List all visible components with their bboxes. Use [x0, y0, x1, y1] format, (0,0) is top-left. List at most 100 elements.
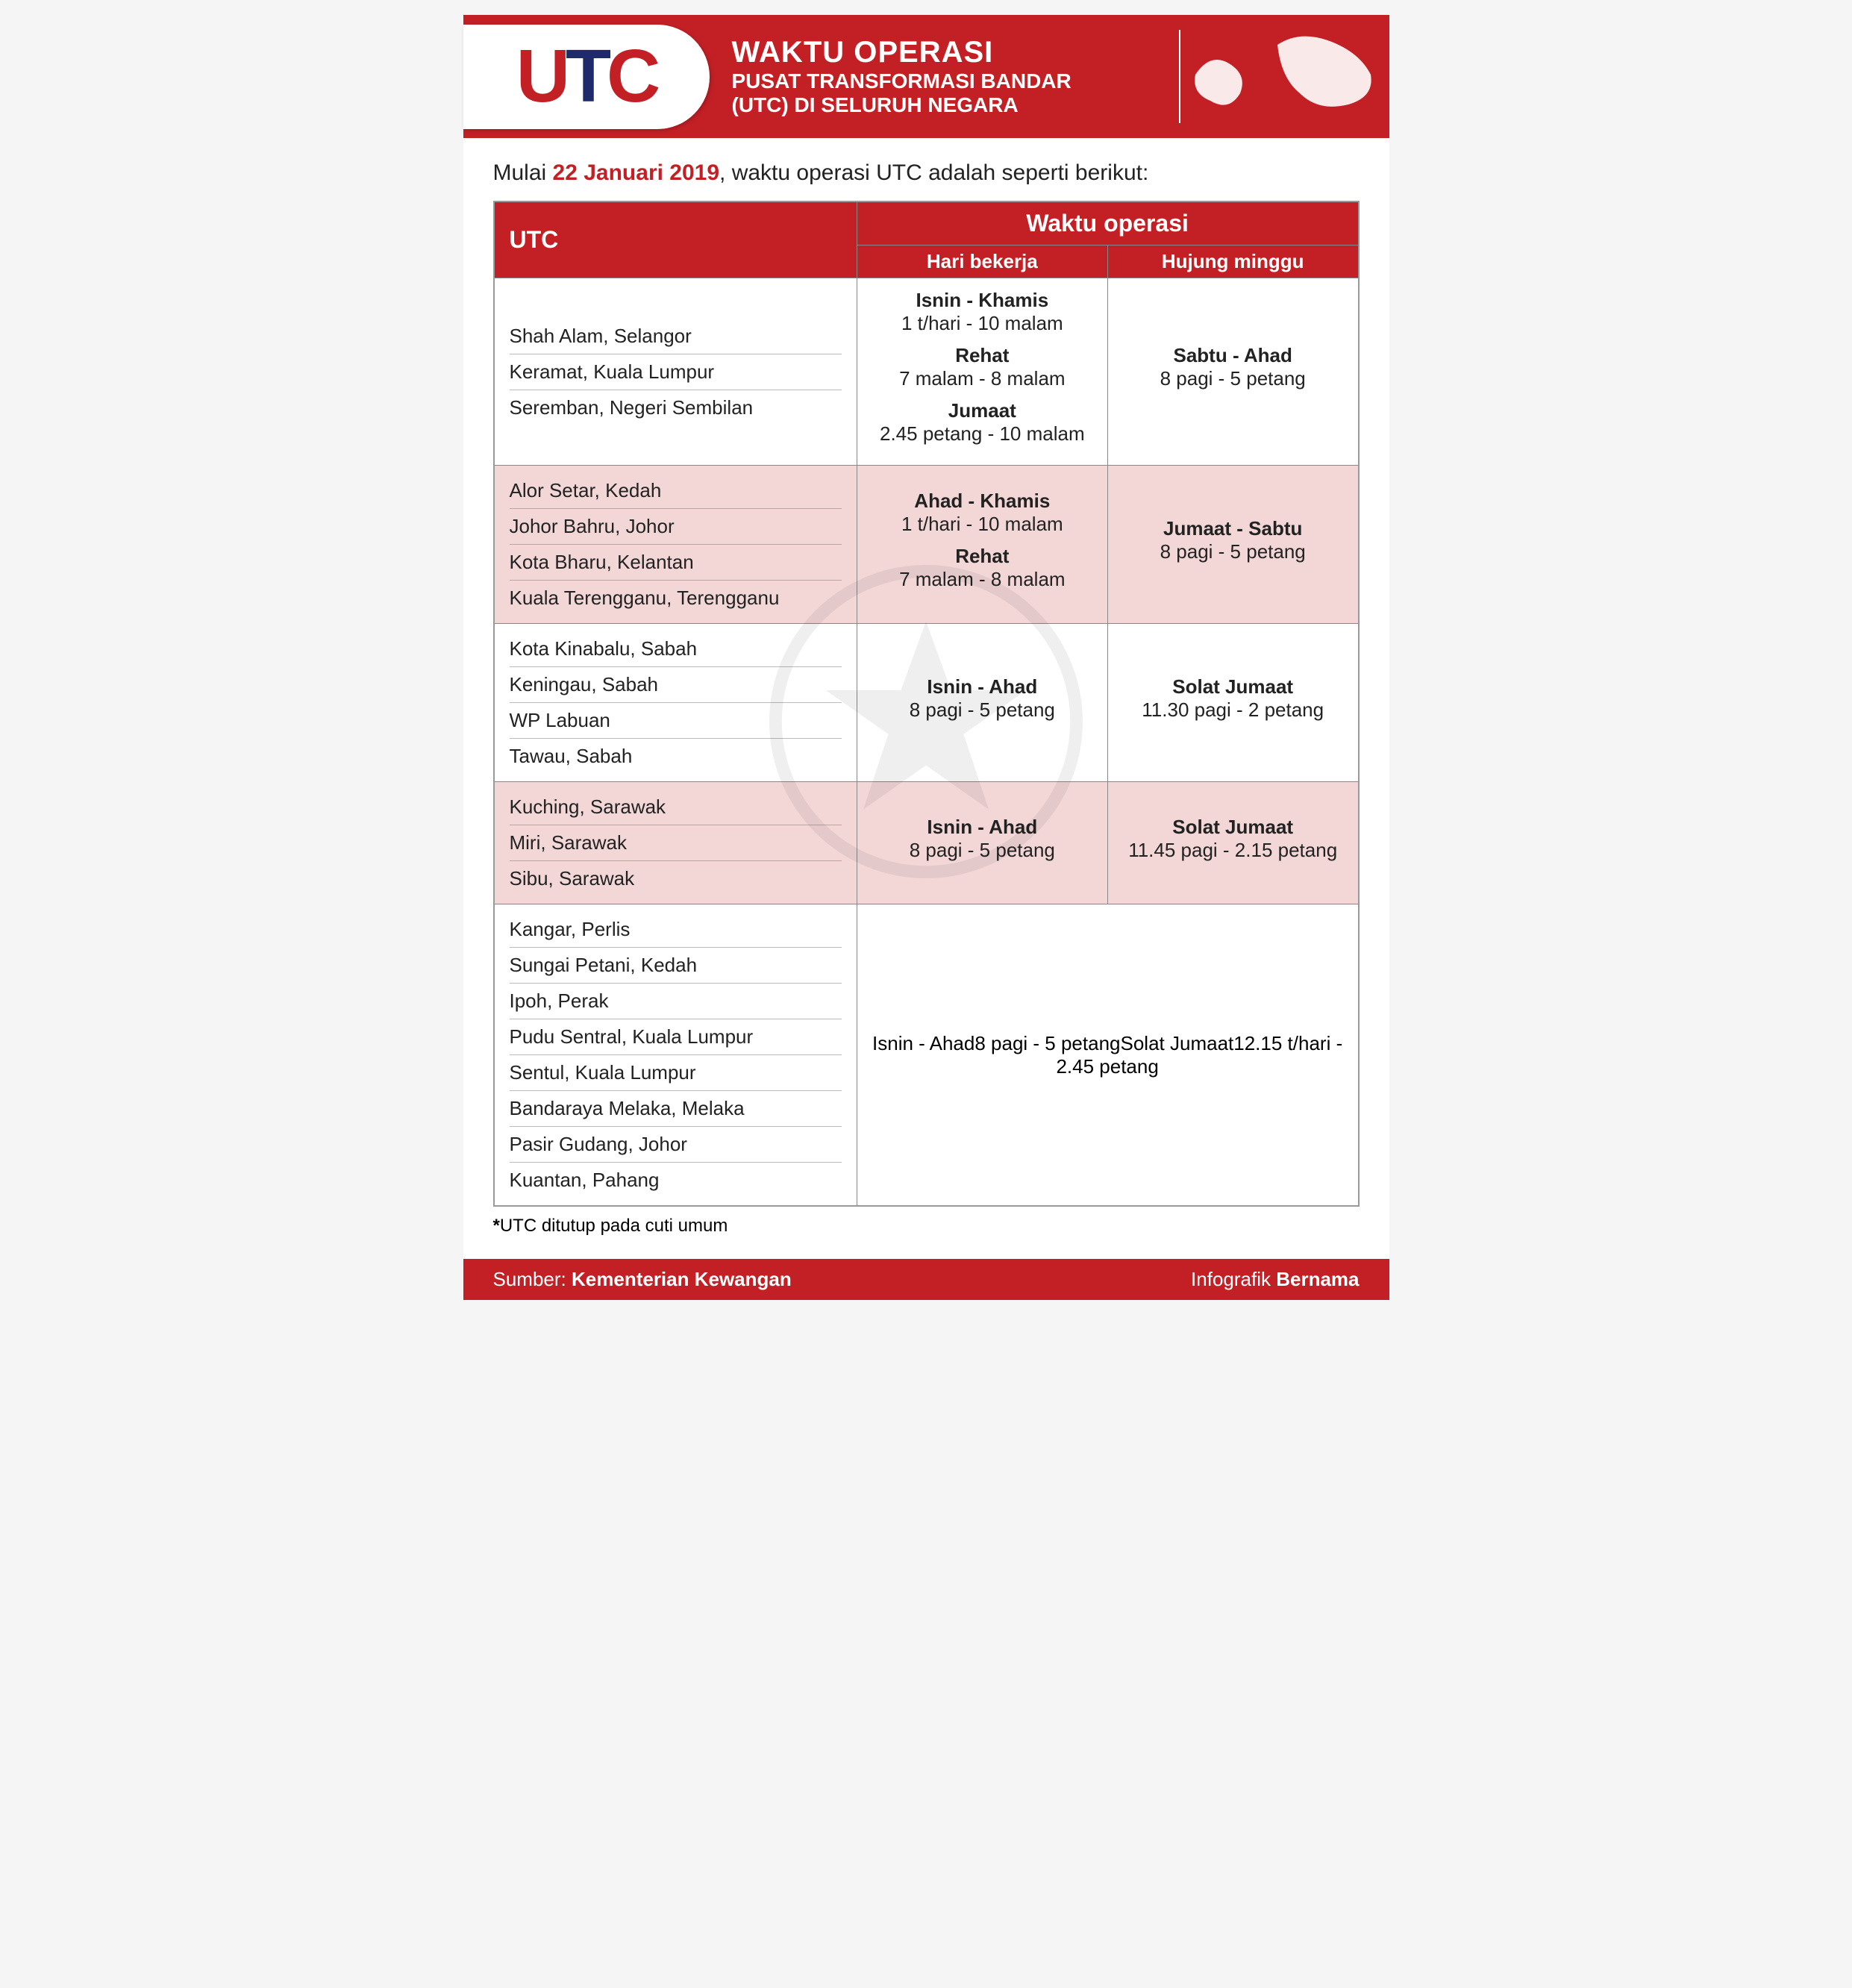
workday-cell: Isnin - Ahad8 pagi - 5 petang	[857, 624, 1107, 782]
hours-heading: Isnin - Khamis	[865, 289, 1100, 312]
workday-cell: Ahad - Khamis1 t/hari - 10 malamRehat7 m…	[857, 466, 1107, 624]
location-item: Sibu, Sarawak	[510, 861, 842, 896]
weekend-cell: Solat Jumaat11.45 pagi - 2.15 petang	[1107, 782, 1358, 904]
location-item: Kuala Terengganu, Terengganu	[510, 581, 842, 616]
hours-heading: Solat Jumaat	[1116, 675, 1351, 698]
hours-detail: 8 pagi - 5 petang	[975, 1032, 1120, 1054]
location-item: Kangar, Perlis	[510, 912, 842, 948]
location-item: Pudu Sentral, Kuala Lumpur	[510, 1019, 842, 1055]
header-bar: U T C WAKTU OPERASI PUSAT TRANSFORMASI B…	[463, 15, 1389, 138]
header-sub2: (UTC) DI SELURUH NEGARA	[732, 93, 1072, 117]
hours-detail: 1 t/hari - 10 malam	[865, 513, 1100, 536]
logo-letter-u: U	[516, 34, 566, 119]
header-title: WAKTU OPERASI	[732, 36, 1072, 69]
logo-container: U T C	[463, 25, 710, 129]
location-item: Keramat, Kuala Lumpur	[510, 354, 842, 390]
location-item: Tawau, Sabah	[510, 739, 842, 774]
location-item: Sentul, Kuala Lumpur	[510, 1055, 842, 1091]
hours-heading: Rehat	[865, 545, 1100, 568]
locations-cell: Kota Kinabalu, SabahKeningau, SabahWP La…	[494, 624, 857, 782]
hours-detail: 11.30 pagi - 2 petang	[1116, 698, 1351, 722]
weekend-cell: Solat Jumaat11.30 pagi - 2 petang	[1107, 624, 1358, 782]
location-item: Johor Bahru, Johor	[510, 509, 842, 545]
hours-detail: 1 t/hari - 10 malam	[865, 312, 1100, 335]
hours-heading: Sabtu - Ahad	[1116, 344, 1351, 367]
table-row: Kota Kinabalu, SabahKeningau, SabahWP La…	[494, 624, 1359, 782]
hours-heading: Isnin - Ahad	[865, 675, 1100, 698]
merged-hours-cell: Isnin - Ahad8 pagi - 5 petangSolat Jumaa…	[857, 904, 1358, 1207]
location-item: Kuching, Sarawak	[510, 790, 842, 825]
hours-heading: Solat Jumaat	[1121, 1032, 1234, 1054]
table-row: Kuching, SarawakMiri, SarawakSibu, Saraw…	[494, 782, 1359, 904]
location-list: Kuching, SarawakMiri, SarawakSibu, Saraw…	[510, 790, 842, 896]
infographic-page: U T C WAKTU OPERASI PUSAT TRANSFORMASI B…	[463, 15, 1389, 1300]
location-item: Kuantan, Pahang	[510, 1163, 842, 1198]
intro-date: 22 Januari 2019	[553, 160, 720, 185]
footer-source-name: Kementerian Kewangan	[572, 1268, 792, 1290]
locations-cell: Kuching, SarawakMiri, SarawakSibu, Saraw…	[494, 782, 857, 904]
hours-detail: 8 pagi - 5 petang	[1116, 540, 1351, 563]
location-item: Alor Setar, Kedah	[510, 473, 842, 509]
th-utc: UTC	[494, 201, 857, 278]
table-row: Kangar, PerlisSungai Petani, KedahIpoh, …	[494, 904, 1359, 1207]
hours-heading: Ahad - Khamis	[865, 490, 1100, 513]
footer-bar: Sumber: Kementerian Kewangan Infografik …	[463, 1259, 1389, 1300]
intro-pre: Mulai	[493, 160, 553, 185]
location-list: Kota Kinabalu, SabahKeningau, SabahWP La…	[510, 631, 842, 774]
hours-heading: Rehat	[865, 344, 1100, 367]
location-item: Sungai Petani, Kedah	[510, 948, 842, 984]
table-row: Shah Alam, SelangorKeramat, Kuala Lumpur…	[494, 278, 1359, 466]
footnote-text: UTC ditutup pada cuti umum	[500, 1216, 728, 1236]
th-workday: Hari bekerja	[857, 246, 1107, 278]
location-item: Bandaraya Melaka, Melaka	[510, 1091, 842, 1127]
footer-info-name: Bernama	[1276, 1268, 1359, 1290]
workday-cell: Isnin - Ahad8 pagi - 5 petang	[857, 782, 1107, 904]
intro-line: Mulai 22 Januari 2019, waktu operasi UTC…	[463, 138, 1389, 201]
malaysia-map-icon	[1188, 22, 1382, 127]
locations-cell: Alor Setar, KedahJohor Bahru, JohorKota …	[494, 466, 857, 624]
th-operasi: Waktu operasi	[857, 201, 1358, 246]
location-list: Kangar, PerlisSungai Petani, KedahIpoh, …	[510, 912, 842, 1198]
hours-heading: Solat Jumaat	[1116, 816, 1351, 839]
hours-heading: Jumaat	[865, 399, 1100, 422]
location-item: Kota Kinabalu, Sabah	[510, 631, 842, 667]
logo-letter-c: C	[607, 34, 656, 119]
footnote-star: *	[493, 1216, 500, 1236]
locations-cell: Kangar, PerlisSungai Petani, KedahIpoh, …	[494, 904, 857, 1207]
hours-heading: Isnin - Ahad	[865, 816, 1100, 839]
hours-table: UTC Waktu operasi Hari bekerja Hujung mi…	[493, 201, 1360, 1207]
workday-cell: Isnin - Khamis1 t/hari - 10 malam Rehat7 …	[857, 278, 1107, 466]
location-item: Ipoh, Perak	[510, 984, 842, 1019]
header-text: WAKTU OPERASI PUSAT TRANSFORMASI BANDAR …	[732, 36, 1072, 117]
footer-source: Sumber: Kementerian Kewangan	[493, 1268, 792, 1291]
weekend-cell: Jumaat - Sabtu8 pagi - 5 petang	[1107, 466, 1358, 624]
location-list: Alor Setar, KedahJohor Bahru, JohorKota …	[510, 473, 842, 616]
footer-info-label: Infografik	[1191, 1268, 1276, 1290]
table-row: Alor Setar, KedahJohor Bahru, JohorKota …	[494, 466, 1359, 624]
hours-detail: 8 pagi - 5 petang	[1116, 367, 1351, 390]
location-item: Shah Alam, Selangor	[510, 319, 842, 354]
hours-detail: 8 pagi - 5 petang	[865, 839, 1100, 862]
footnote: *UTC ditutup pada cuti umum	[463, 1207, 1389, 1259]
hours-heading: Jumaat - Sabtu	[1116, 517, 1351, 540]
hours-detail: 2.45 petang - 10 malam	[865, 422, 1100, 446]
location-item: Pasir Gudang, Johor	[510, 1127, 842, 1163]
location-list: Shah Alam, SelangorKeramat, Kuala Lumpur…	[510, 319, 842, 425]
location-item: Kota Bharu, Kelantan	[510, 545, 842, 581]
hours-detail: 8 pagi - 5 petang	[865, 698, 1100, 722]
footer-source-label: Sumber:	[493, 1268, 572, 1290]
location-item: Seremban, Negeri Sembilan	[510, 390, 842, 425]
th-weekend: Hujung minggu	[1107, 246, 1358, 278]
hours-heading: Isnin - Ahad	[872, 1032, 975, 1054]
header-divider	[1179, 30, 1180, 123]
hours-detail: 7 malam - 8 malam	[865, 367, 1100, 390]
location-item: WP Labuan	[510, 703, 842, 739]
logo-letter-t: T	[566, 34, 607, 119]
location-item: Keningau, Sabah	[510, 667, 842, 703]
header-sub1: PUSAT TRANSFORMASI BANDAR	[732, 69, 1072, 93]
hours-detail: 11.45 pagi - 2.15 petang	[1116, 839, 1351, 862]
table-body: Shah Alam, SelangorKeramat, Kuala Lumpur…	[494, 278, 1359, 1207]
intro-post: , waktu operasi UTC adalah seperti berik…	[719, 160, 1148, 185]
location-item: Miri, Sarawak	[510, 825, 842, 861]
weekend-cell: Sabtu - Ahad8 pagi - 5 petang	[1107, 278, 1358, 466]
